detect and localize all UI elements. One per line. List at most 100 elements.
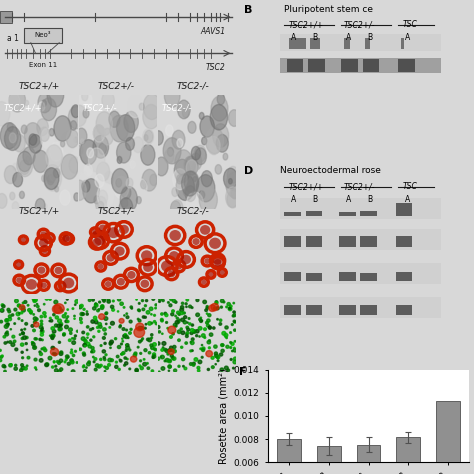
Circle shape <box>74 335 76 337</box>
Circle shape <box>171 313 174 316</box>
Circle shape <box>92 229 98 235</box>
Bar <box>284 305 301 315</box>
Circle shape <box>61 155 78 179</box>
Circle shape <box>230 346 232 348</box>
Circle shape <box>87 148 94 158</box>
Circle shape <box>177 139 183 147</box>
Circle shape <box>20 343 24 346</box>
Circle shape <box>177 320 180 323</box>
Circle shape <box>173 346 176 348</box>
Circle shape <box>200 348 201 350</box>
Circle shape <box>182 109 189 118</box>
Circle shape <box>59 359 63 362</box>
Circle shape <box>64 325 68 328</box>
Circle shape <box>0 193 7 209</box>
Bar <box>356 445 381 474</box>
Circle shape <box>133 354 137 357</box>
Circle shape <box>25 100 28 106</box>
Circle shape <box>122 338 123 339</box>
Bar <box>306 273 322 281</box>
Circle shape <box>115 365 118 368</box>
Circle shape <box>145 328 146 329</box>
Circle shape <box>95 364 99 367</box>
Circle shape <box>156 357 160 360</box>
Circle shape <box>206 306 208 308</box>
Circle shape <box>148 352 151 354</box>
Circle shape <box>126 137 135 150</box>
Circle shape <box>168 365 172 368</box>
Circle shape <box>135 369 138 372</box>
Text: Neo³: Neo³ <box>35 32 51 38</box>
Circle shape <box>40 320 43 322</box>
Circle shape <box>154 348 157 351</box>
Circle shape <box>175 150 192 175</box>
Circle shape <box>215 164 222 174</box>
Text: TSC2+/+: TSC2+/+ <box>19 81 60 90</box>
Bar <box>365 38 370 49</box>
Circle shape <box>180 308 183 312</box>
Circle shape <box>40 323 43 325</box>
Circle shape <box>66 298 68 300</box>
Circle shape <box>99 314 105 319</box>
Bar <box>310 38 320 49</box>
Circle shape <box>66 318 67 319</box>
Circle shape <box>49 298 51 301</box>
Circle shape <box>41 329 43 331</box>
Circle shape <box>151 322 153 324</box>
Circle shape <box>137 309 140 311</box>
Circle shape <box>120 353 122 355</box>
Circle shape <box>209 326 211 328</box>
Circle shape <box>217 94 225 105</box>
Circle shape <box>60 190 70 205</box>
Circle shape <box>151 314 152 315</box>
Circle shape <box>94 368 97 371</box>
Circle shape <box>119 198 133 218</box>
Circle shape <box>165 125 173 136</box>
Circle shape <box>200 112 204 119</box>
Circle shape <box>33 150 48 173</box>
Circle shape <box>182 171 199 196</box>
Circle shape <box>220 368 224 371</box>
Circle shape <box>141 180 146 189</box>
Circle shape <box>181 331 185 335</box>
Circle shape <box>122 328 125 330</box>
Bar <box>280 263 441 283</box>
Circle shape <box>16 263 21 267</box>
Circle shape <box>209 347 210 349</box>
Circle shape <box>100 307 104 310</box>
Bar <box>398 59 415 72</box>
Circle shape <box>119 319 124 323</box>
Circle shape <box>199 191 205 199</box>
Circle shape <box>48 356 52 360</box>
Circle shape <box>171 201 181 216</box>
Circle shape <box>75 300 79 303</box>
Bar <box>284 272 301 281</box>
Circle shape <box>136 323 144 331</box>
Circle shape <box>11 95 18 105</box>
Circle shape <box>27 304 29 306</box>
Text: TSC2+/+: TSC2+/+ <box>19 207 60 216</box>
Circle shape <box>23 336 27 339</box>
Bar <box>339 273 356 281</box>
Circle shape <box>86 342 90 346</box>
Circle shape <box>152 356 155 358</box>
Circle shape <box>52 334 55 337</box>
Circle shape <box>155 304 157 306</box>
Circle shape <box>185 156 198 175</box>
Circle shape <box>22 302 24 304</box>
Circle shape <box>7 341 9 343</box>
Circle shape <box>36 303 38 305</box>
Circle shape <box>21 351 23 353</box>
Circle shape <box>70 332 72 335</box>
Circle shape <box>126 344 127 346</box>
Circle shape <box>12 201 19 211</box>
Circle shape <box>50 319 53 322</box>
Circle shape <box>49 320 50 322</box>
Circle shape <box>1 304 4 306</box>
Circle shape <box>6 323 9 327</box>
Circle shape <box>74 315 75 317</box>
Circle shape <box>181 255 191 264</box>
Circle shape <box>21 332 25 335</box>
Text: B: B <box>367 195 372 204</box>
Circle shape <box>233 320 236 322</box>
